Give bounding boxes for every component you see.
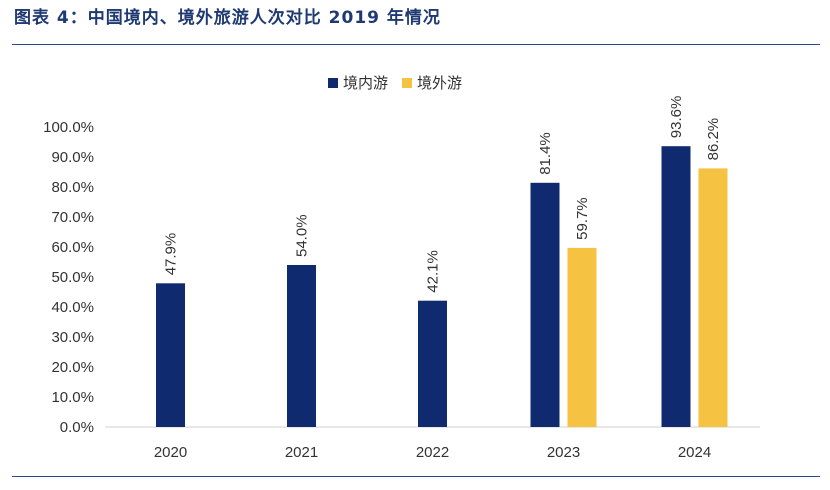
- y-tick-label: 80.0%: [51, 179, 94, 196]
- y-tick-label: 70.0%: [51, 209, 94, 226]
- data-label-outbound-2024: 86.2%: [705, 118, 722, 161]
- bar-outbound-2023: [567, 247, 597, 427]
- y-tick-label: 20.0%: [51, 359, 94, 376]
- data-label-domestic-2024: 93.6%: [668, 96, 685, 139]
- y-tick-label: 40.0%: [51, 299, 94, 316]
- y-tick-label: 100.0%: [43, 119, 94, 136]
- x-tick-label: 2022: [416, 444, 449, 461]
- bar-domestic-2020: [156, 283, 185, 427]
- x-tick-label: 2023: [547, 444, 580, 461]
- bar-outbound-2024: [698, 168, 728, 427]
- legend-item-outbound: 境外游: [402, 72, 462, 93]
- y-tick-label: 10.0%: [51, 389, 94, 406]
- legend-item-domestic: 境内游: [328, 72, 388, 93]
- x-tick-label: 2024: [678, 444, 711, 461]
- figure-title: 图表 4：中国境内、境外旅游人次对比 2019 年情况: [14, 8, 441, 28]
- legend: 境内游 境外游: [328, 72, 462, 93]
- data-label-domestic-2021: 54.0%: [294, 214, 311, 257]
- y-tick-label: 50.0%: [51, 269, 94, 286]
- bar-domestic-2023: [530, 182, 560, 427]
- y-tick-label: 0.0%: [60, 419, 94, 436]
- y-tick-label: 60.0%: [51, 239, 94, 256]
- legend-swatch-outbound: [402, 77, 413, 88]
- bar-domestic-2024: [661, 146, 691, 427]
- bar-domestic-2021: [287, 265, 316, 427]
- y-tick-label: 30.0%: [51, 329, 94, 346]
- legend-swatch-domestic: [328, 77, 338, 88]
- legend-label-outbound: 境外游: [417, 74, 463, 92]
- data-label-domestic-2023: 81.4%: [537, 132, 554, 175]
- bar-domestic-2022: [418, 300, 447, 427]
- y-tick-label: 90.0%: [51, 149, 94, 166]
- legend-label-domestic: 境内游: [343, 74, 389, 92]
- data-label-domestic-2020: 47.9%: [163, 233, 180, 276]
- top-rule: [12, 44, 820, 45]
- data-label-outbound-2023: 59.7%: [574, 197, 591, 240]
- bottom-rule: [12, 476, 820, 477]
- data-label-domestic-2022: 42.1%: [425, 250, 442, 293]
- x-tick-label: 2021: [285, 444, 318, 461]
- x-tick-label: 2020: [154, 444, 187, 461]
